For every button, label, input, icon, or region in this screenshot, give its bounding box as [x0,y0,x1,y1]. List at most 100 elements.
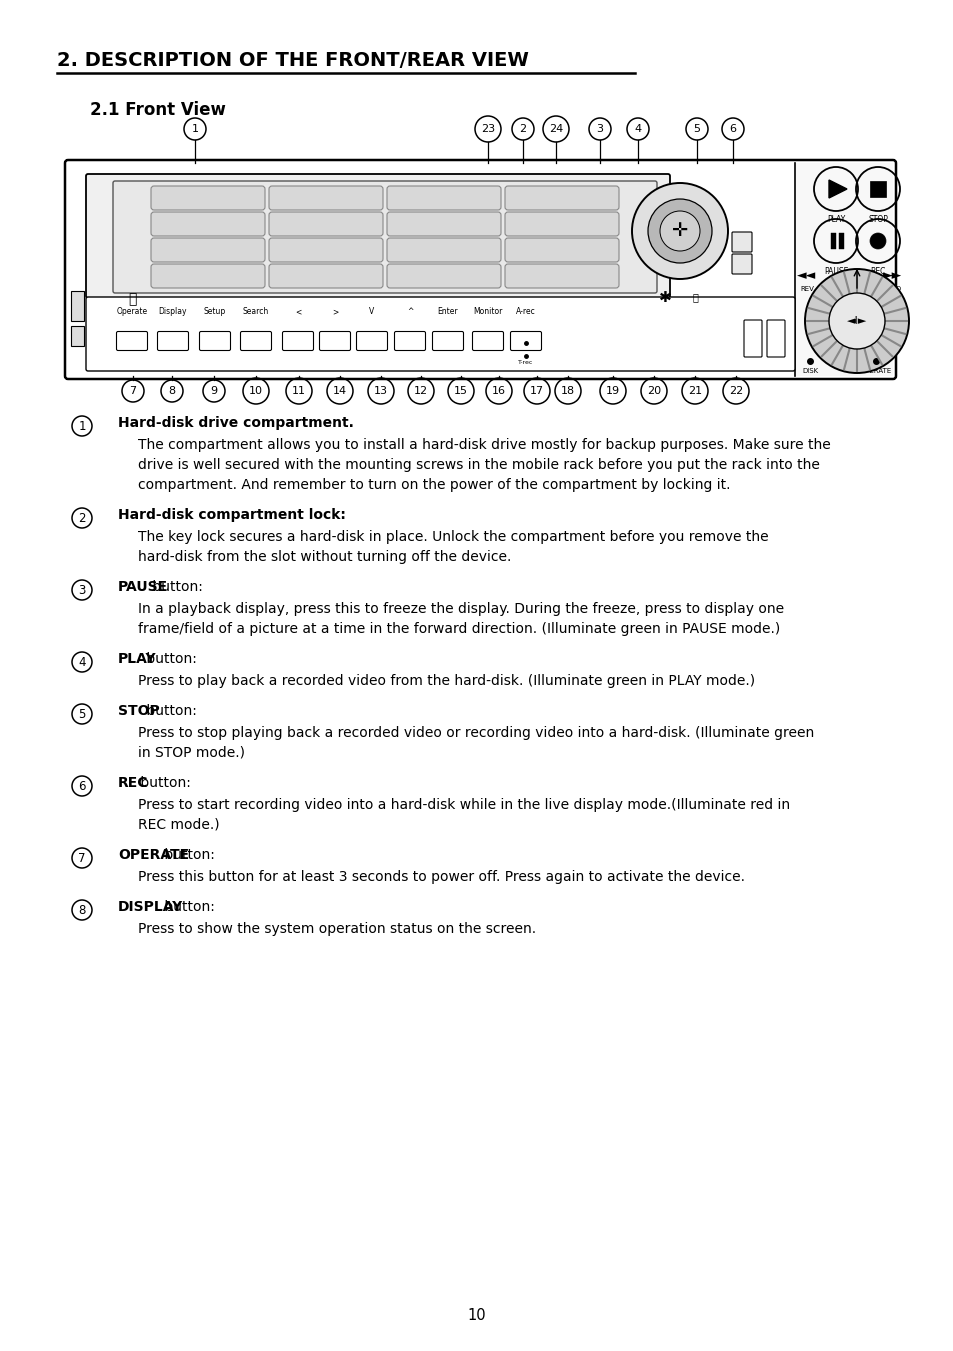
Text: A-rec: A-rec [516,307,536,316]
Text: 19: 19 [605,386,619,396]
Text: button:: button: [160,900,214,915]
Text: Setup: Setup [204,307,226,316]
Text: PLAY: PLAY [826,215,844,224]
Text: 10: 10 [249,386,263,396]
FancyBboxPatch shape [319,331,350,350]
FancyBboxPatch shape [151,212,265,236]
Text: In a playback display, press this to freeze the display. During the freeze, pres: In a playback display, press this to fre… [138,603,783,616]
Text: 🔒: 🔒 [691,292,698,303]
Text: PAUSE: PAUSE [823,267,847,276]
Text: Press to stop playing back a recorded video or recording video into a hard-disk.: Press to stop playing back a recorded vi… [138,725,814,740]
FancyBboxPatch shape [794,163,892,376]
Text: 23: 23 [480,124,495,134]
FancyBboxPatch shape [116,331,148,350]
FancyBboxPatch shape [830,232,835,249]
Text: ✛: ✛ [671,222,687,240]
Text: 17: 17 [529,386,543,396]
Text: hard-disk from the slot without turning off the device.: hard-disk from the slot without turning … [138,550,511,563]
FancyBboxPatch shape [199,331,231,350]
Text: 12: 12 [414,386,428,396]
Text: REV: REV [800,286,813,292]
FancyBboxPatch shape [395,331,425,350]
FancyBboxPatch shape [387,212,500,236]
Text: ◄I►: ◄I► [846,316,866,326]
Circle shape [869,232,885,249]
Text: 1: 1 [78,420,86,432]
Circle shape [804,269,908,373]
Text: in STOP mode.): in STOP mode.) [138,746,245,761]
FancyBboxPatch shape [472,331,503,350]
Text: T-rec: T-rec [517,359,533,365]
FancyBboxPatch shape [269,238,382,262]
FancyBboxPatch shape [240,331,272,350]
Text: 22: 22 [728,386,742,396]
Text: FWD: FWD [884,286,901,292]
Text: STOP: STOP [867,215,887,224]
Text: Press to show the system operation status on the screen.: Press to show the system operation statu… [138,921,536,936]
FancyBboxPatch shape [510,331,541,350]
Circle shape [828,293,884,349]
Text: <: < [294,307,301,316]
Text: Operate: Operate [116,307,148,316]
Text: A-rec: A-rec [517,347,534,353]
Text: REC: REC [118,775,149,790]
Text: 6: 6 [729,124,736,134]
FancyBboxPatch shape [86,297,794,372]
Text: 7: 7 [78,851,86,865]
Text: ✱: ✱ [658,289,671,304]
Text: 16: 16 [492,386,505,396]
FancyBboxPatch shape [766,320,784,357]
FancyBboxPatch shape [282,331,314,350]
Text: 9: 9 [211,386,217,396]
Text: DISPLAY: DISPLAY [118,900,183,915]
FancyBboxPatch shape [731,232,751,253]
Polygon shape [828,180,846,199]
FancyBboxPatch shape [86,174,669,299]
Text: 2. DESCRIPTION OF THE FRONT/REAR VIEW: 2. DESCRIPTION OF THE FRONT/REAR VIEW [57,51,528,70]
Text: button:: button: [148,580,203,594]
FancyBboxPatch shape [387,186,500,209]
Text: button:: button: [142,653,196,666]
Text: 4: 4 [634,124,640,134]
FancyBboxPatch shape [387,263,500,288]
Text: Press this button for at least 3 seconds to power off. Press again to activate t: Press this button for at least 3 seconds… [138,870,744,884]
Text: The compartment allows you to install a hard-disk drive mostly for backup purpos: The compartment allows you to install a … [138,438,830,453]
Text: 20: 20 [646,386,660,396]
FancyBboxPatch shape [387,238,500,262]
Text: ^: ^ [406,307,413,316]
Text: Search: Search [243,307,269,316]
Text: Hard-disk drive compartment.: Hard-disk drive compartment. [118,416,354,430]
FancyBboxPatch shape [269,186,382,209]
Text: 7: 7 [130,386,136,396]
Text: 3: 3 [596,124,603,134]
FancyBboxPatch shape [65,159,895,380]
Text: compartment. And remember to turn on the power of the compartment by locking it.: compartment. And remember to turn on the… [138,478,730,492]
Text: 11: 11 [292,386,306,396]
Text: button:: button: [142,704,196,717]
FancyBboxPatch shape [504,238,618,262]
Text: >: > [332,307,337,316]
FancyBboxPatch shape [112,181,657,293]
Text: 14: 14 [333,386,347,396]
Text: 15: 15 [454,386,468,396]
FancyBboxPatch shape [269,263,382,288]
Text: button:: button: [160,848,214,862]
FancyBboxPatch shape [743,320,761,357]
Text: OPERATE: OPERATE [118,848,189,862]
FancyBboxPatch shape [269,212,382,236]
Text: 13: 13 [374,386,388,396]
Text: drive is well secured with the mounting screws in the mobile rack before you put: drive is well secured with the mounting … [138,458,819,471]
Text: ►►: ►► [882,269,902,282]
Text: 8: 8 [169,386,175,396]
Text: button:: button: [136,775,191,790]
Text: V: V [369,307,375,316]
Text: 2: 2 [518,124,526,134]
FancyBboxPatch shape [151,238,265,262]
FancyBboxPatch shape [838,232,843,249]
Text: 4: 4 [78,655,86,669]
Text: The key lock secures a hard-disk in place. Unlock the compartment before you rem: The key lock secures a hard-disk in plac… [138,530,768,544]
Text: 1: 1 [192,124,198,134]
Text: Press to play back a recorded video from the hard-disk. (Illuminate green in PLA: Press to play back a recorded video from… [138,674,755,688]
Circle shape [659,211,700,251]
Text: ᗑ: ᗑ [128,292,136,305]
